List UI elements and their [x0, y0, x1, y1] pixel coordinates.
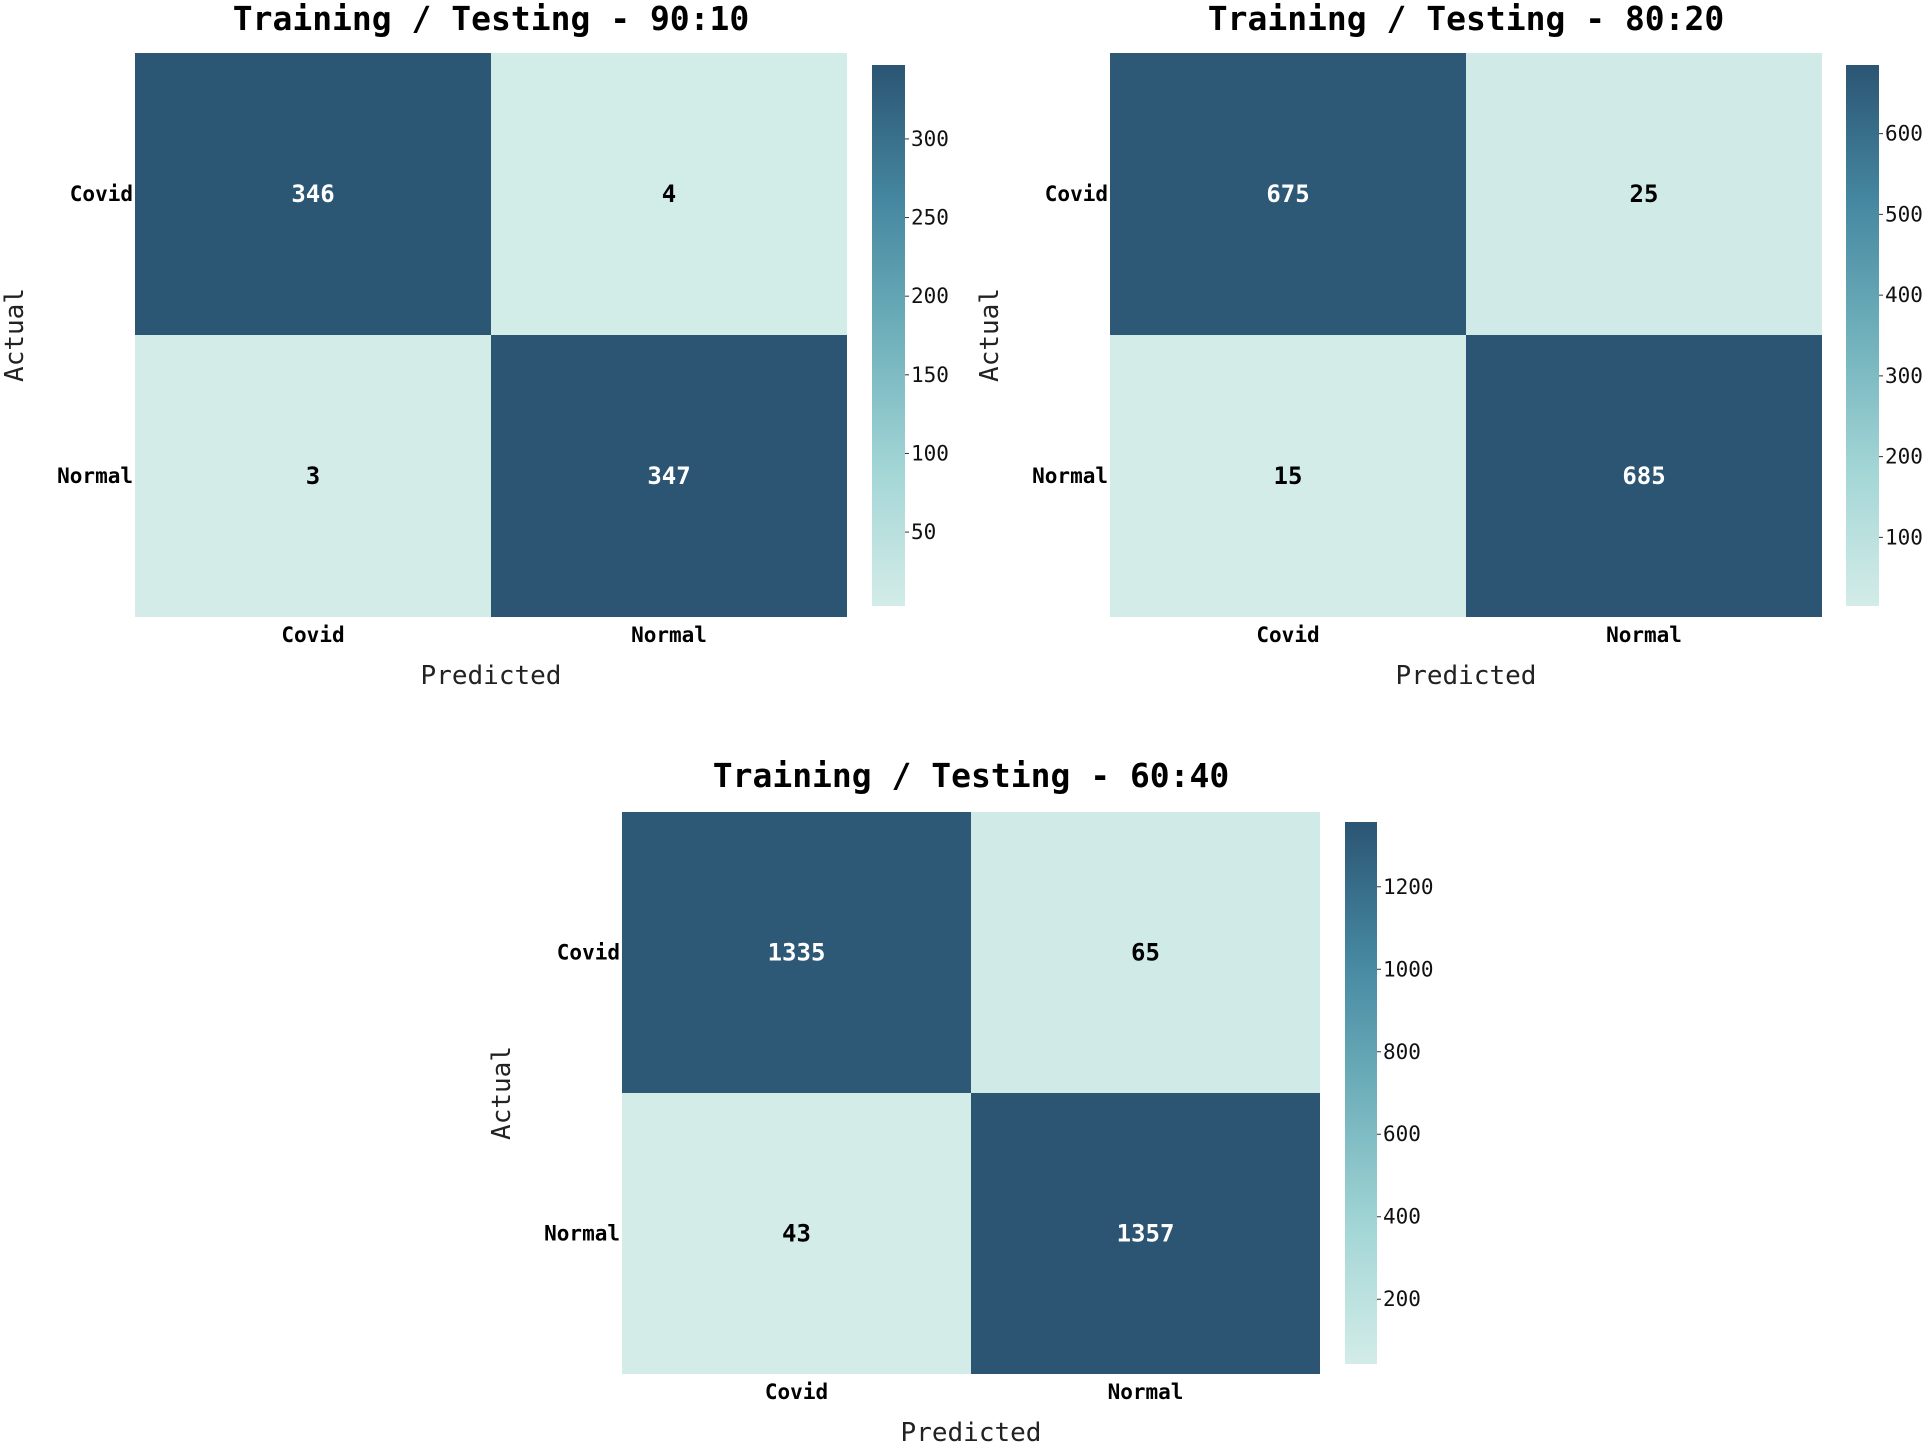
- colorbar-tick-label: 50: [911, 520, 936, 544]
- cell-value-label: 347: [647, 462, 690, 490]
- heatmap-cell: [971, 1093, 1320, 1374]
- cell-value-label: 4: [662, 180, 676, 208]
- heatmap-cell: [135, 335, 491, 617]
- heatmap-cell: [135, 53, 491, 335]
- colorbar-tick-label: 300: [1885, 364, 1923, 388]
- cell-value-label: 1357: [1117, 1220, 1175, 1248]
- colorbar-tick-label: 800: [1383, 1040, 1421, 1064]
- y-tick-label: Covid: [1045, 182, 1108, 206]
- chart-title: Training / Testing - 80:20: [1208, 0, 1725, 38]
- colorbar-tick-label: 250: [911, 206, 949, 230]
- colorbar-tick-label: 600: [1885, 122, 1923, 146]
- x-axis-label: Predicted: [1396, 661, 1537, 691]
- chart-title: Training / Testing - 60:40: [713, 756, 1230, 795]
- y-axis-label: Actual: [975, 288, 1005, 382]
- heatmap-cell: [971, 812, 1320, 1093]
- heatmap-cell: [622, 1093, 971, 1374]
- heatmap-cell: [491, 335, 847, 617]
- x-axis-label: Predicted: [901, 1418, 1042, 1448]
- colorbar: [1846, 65, 1879, 606]
- cell-value-label: 65: [1131, 939, 1160, 967]
- chart-title: Training / Testing - 90:10: [233, 0, 750, 38]
- colorbar-tick-label: 100: [1885, 525, 1923, 549]
- cell-value-label: 3: [306, 462, 320, 490]
- x-axis-label: Predicted: [421, 661, 562, 691]
- x-tick-label: Normal: [1108, 1380, 1184, 1404]
- colorbar-tick-label: 150: [911, 363, 949, 387]
- colorbar-tick-label: 200: [911, 284, 949, 308]
- cell-value-label: 15: [1274, 462, 1303, 490]
- colorbar-tick-label: 200: [1383, 1287, 1421, 1311]
- cell-value-label: 346: [291, 180, 334, 208]
- x-tick-label: Covid: [281, 623, 344, 647]
- colorbar: [872, 65, 905, 606]
- cell-value-label: 25: [1630, 180, 1659, 208]
- colorbar: [1345, 822, 1377, 1364]
- heatmap-cell: [1110, 53, 1466, 335]
- colorbar-tick-label: 1200: [1383, 875, 1434, 899]
- heatmap-cell: [491, 53, 847, 335]
- y-tick-label: Normal: [57, 464, 133, 488]
- colorbar-tick-label: 600: [1383, 1122, 1421, 1146]
- cell-value-label: 685: [1622, 462, 1665, 490]
- x-tick-label: Covid: [1256, 623, 1319, 647]
- heatmap-cell: [1466, 53, 1822, 335]
- y-axis-label: Actual: [487, 1046, 517, 1140]
- colorbar-tick-label: 400: [1383, 1205, 1421, 1229]
- colorbar-tick-label: 1000: [1383, 957, 1434, 981]
- heatmap-cell: [1466, 335, 1822, 617]
- colorbar-tick-label: 300: [911, 127, 949, 151]
- x-tick-label: Normal: [1606, 623, 1682, 647]
- confusion-matrix-1: Training / Testing - 90:10 346 4 3 347 Covid N…: [0, 0, 949, 691]
- y-axis-label: Actual: [0, 288, 30, 382]
- cell-value-label: 43: [782, 1220, 811, 1248]
- cell-value-label: 1335: [768, 939, 826, 967]
- cell-value-label: 675: [1266, 180, 1309, 208]
- colorbar-tick-label: 200: [1885, 445, 1923, 469]
- y-tick-label: Normal: [544, 1222, 620, 1246]
- confusion-matrix-3: Training / Testing - 60:40 1335 65 43 1357 Co…: [487, 756, 1434, 1448]
- y-tick-label: Covid: [557, 941, 620, 965]
- colorbar-tick-label: 400: [1885, 283, 1923, 307]
- heatmap-cell: [1110, 335, 1466, 617]
- confusion-matrix-2: Training / Testing - 80:20 675 25 15 685 Covi…: [975, 0, 1923, 691]
- heatmap-cell: [622, 812, 971, 1093]
- colorbar-tick-label: 100: [911, 441, 949, 465]
- colorbar-tick-label: 500: [1885, 202, 1923, 226]
- y-tick-label: Normal: [1032, 464, 1108, 488]
- x-tick-label: Covid: [765, 1380, 828, 1404]
- y-tick-label: Covid: [70, 182, 133, 206]
- x-tick-label: Normal: [631, 623, 707, 647]
